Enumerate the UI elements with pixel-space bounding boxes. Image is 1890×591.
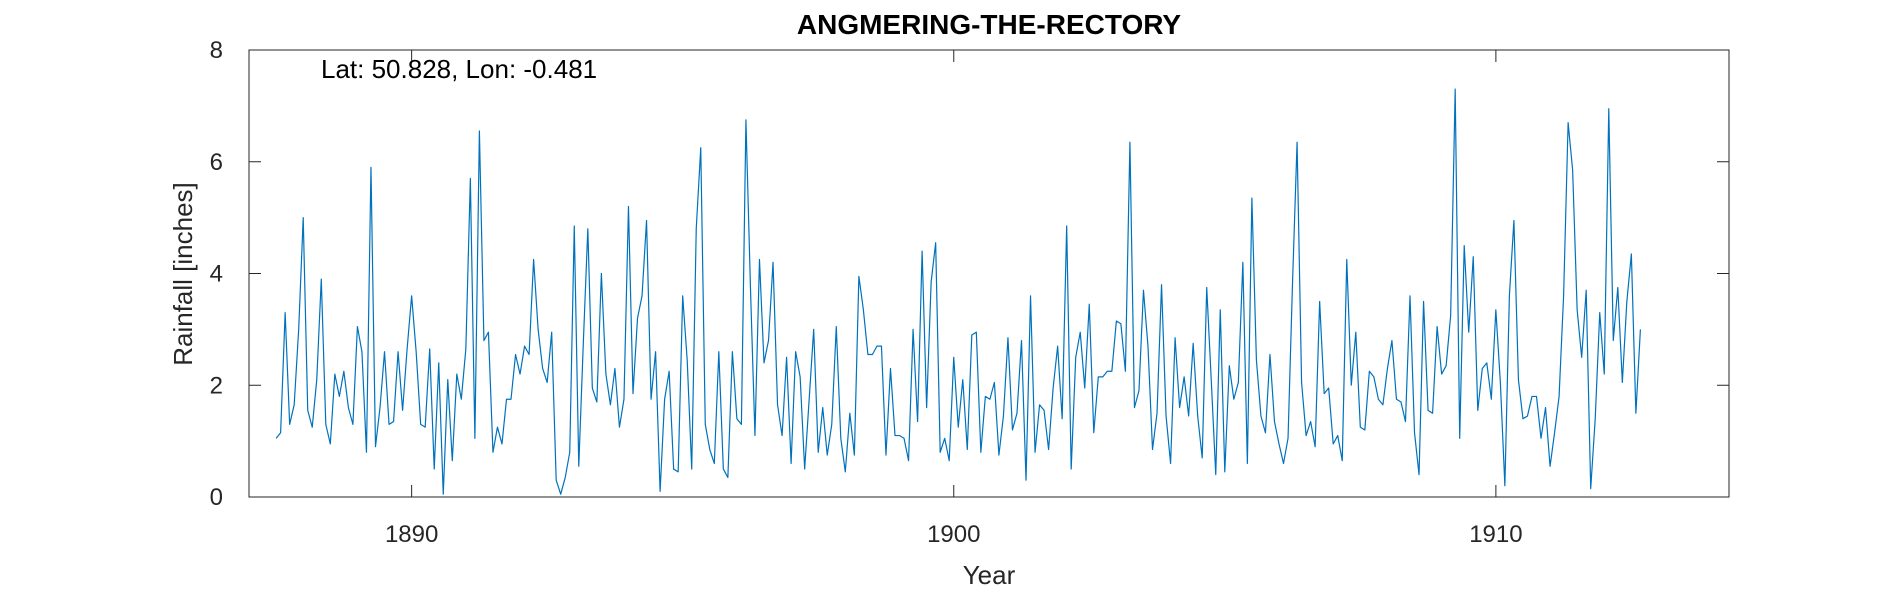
y-axis-label: Rainfall [inches] (168, 182, 198, 366)
chart-title: ANGMERING-THE-RECTORY (797, 9, 1182, 40)
rainfall-series-line (275, 88, 1641, 495)
y-tick-label: 4 (210, 261, 223, 288)
y-tick-label: 2 (210, 372, 223, 399)
x-tick-label: 1900 (927, 521, 980, 548)
location-annotation: Lat: 50.828, Lon: -0.481 (321, 54, 597, 84)
x-tick-label: 1890 (385, 521, 438, 548)
y-tick-label: 0 (210, 484, 223, 511)
plot-area-frame (248, 49, 1730, 498)
y-tick-label: 6 (210, 149, 223, 176)
axis-ticks: 1890 1900 1910 0 2 4 6 8 (210, 37, 1729, 548)
y-tick-label: 8 (210, 37, 223, 64)
x-tick-label: 1910 (1469, 521, 1522, 548)
x-axis-label: Year (963, 560, 1016, 590)
series-layer (275, 88, 1641, 495)
